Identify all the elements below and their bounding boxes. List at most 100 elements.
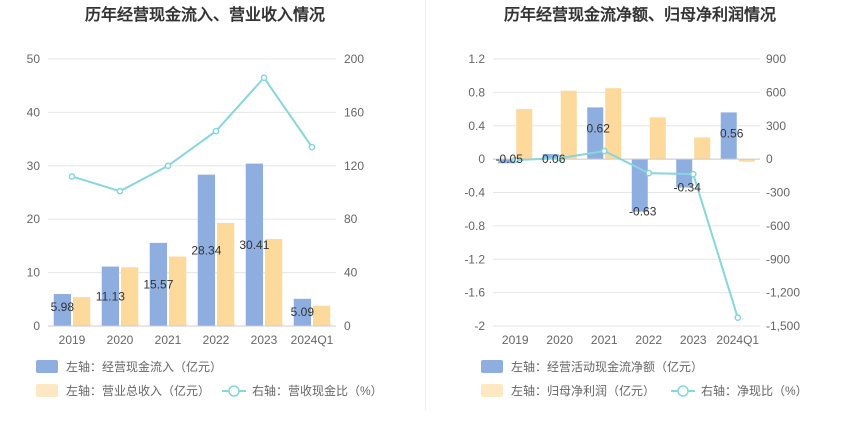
bar-data-label: -0.05 — [496, 152, 524, 166]
chart-2: 历年经营现金流净额、归母净利润情况 -2 -1.6 -1.2 -0.8 -0.4 0 0.4 0… — [464, 5, 807, 398]
bar-data-label: 11.13 — [96, 289, 125, 303]
bar-secondary — [605, 88, 622, 160]
left-axis-tick-label: 30 — [27, 159, 41, 173]
bar-secondary — [313, 305, 331, 326]
left-axis-tick-label: 0 — [478, 152, 485, 166]
legend-line-marker — [677, 385, 689, 397]
left-axis-tick-label: 10 — [27, 266, 41, 280]
chart-divider — [425, 0, 426, 410]
bar-primary — [542, 154, 559, 160]
x-axis-tick-label: 2024Q1 — [291, 333, 334, 347]
chart-title: 历年经营现金流净额、归母净利润情况 — [504, 5, 776, 24]
legend-swatch — [36, 384, 58, 397]
legend-swatch — [481, 384, 503, 397]
legend-swatch — [481, 360, 503, 373]
right-axis-tick-label: 900 — [766, 52, 786, 66]
legend-label: 右轴：净现比（%） — [701, 383, 808, 398]
left-axis-tick-label: -0.4 — [464, 186, 485, 200]
x-axis-tick-label: 2019 — [59, 333, 86, 347]
right-axis-tick-label: 120 — [344, 159, 364, 173]
ratio-point — [511, 156, 519, 164]
bar-primary — [101, 266, 119, 326]
bar-data-label: -0.34 — [674, 180, 702, 194]
left-axis-tick-label: 50 — [27, 52, 41, 66]
ratio-point — [212, 127, 220, 135]
left-axis-tick-label: 0.8 — [468, 85, 485, 99]
right-axis-tick-label: -600 — [766, 219, 790, 233]
bar-secondary — [738, 159, 755, 162]
legend-line-marker — [228, 385, 240, 397]
x-axis-tick-label: 2021 — [155, 333, 182, 347]
bar-data-label: 28.34 — [191, 243, 221, 257]
left-axis-tick-label: -2 — [474, 319, 485, 333]
right-axis-tick-label: 200 — [344, 52, 364, 66]
bar-primary — [587, 107, 604, 160]
bar-secondary — [121, 267, 139, 326]
left-axis-tick-label: 40 — [27, 105, 41, 119]
x-axis-tick-label: 2023 — [251, 333, 278, 347]
legend-label: 左轴：经营现金流入（亿元） — [66, 359, 222, 374]
bar-primary — [498, 159, 515, 164]
bar-secondary — [169, 256, 187, 326]
bar-secondary — [265, 238, 283, 326]
right-axis-tick-label: -300 — [766, 186, 790, 200]
right-axis-tick-label: 160 — [344, 105, 364, 119]
x-axis-tick-label: 2022 — [203, 333, 230, 347]
right-axis-tick-label: -1,200 — [766, 286, 800, 300]
ratio-point — [600, 147, 608, 155]
ratio-point — [68, 173, 76, 180]
right-axis-tick-label: 40 — [344, 266, 358, 280]
bar-primary — [149, 242, 167, 326]
right-axis-tick-label: 300 — [766, 119, 786, 133]
chart-1: 历年经营现金流入、营业收入情况 0 10 20 30 40 50 0 40 80 120 160 200… — [27, 5, 383, 398]
right-axis-tick-label: 600 — [766, 85, 786, 99]
ratio-point — [116, 187, 124, 195]
bar-secondary — [560, 90, 577, 160]
bar-data-label: -0.63 — [629, 205, 657, 219]
legend-label: 左轴：营业总收入（亿元） — [66, 383, 210, 398]
bar-secondary — [694, 137, 711, 160]
right-axis-tick-label: -1,500 — [766, 319, 800, 333]
left-axis-tick-label: 20 — [27, 212, 41, 226]
legend-swatch — [36, 360, 58, 373]
bar-data-label: 0.56 — [720, 126, 744, 140]
bar-data-label: 30.41 — [239, 238, 269, 252]
bar-data-label: 0.62 — [587, 121, 611, 135]
bar-data-label: 5.98 — [51, 300, 75, 314]
x-axis-tick-label: 2020 — [107, 333, 134, 347]
bar-primary — [245, 163, 263, 326]
bar-data-label: 0.06 — [542, 152, 566, 166]
ratio-point — [260, 74, 268, 82]
right-axis-tick-label: 80 — [344, 212, 358, 226]
left-axis-tick-label: -1.2 — [464, 252, 485, 266]
left-axis-tick-label: -0.8 — [464, 219, 485, 233]
x-axis-tick-label: 2024Q1 — [716, 333, 759, 347]
chart-title: 历年经营现金流入、营业收入情况 — [85, 5, 325, 24]
ratio-point — [734, 314, 742, 322]
bar-secondary — [217, 222, 235, 326]
ratio-point — [689, 170, 697, 178]
right-axis-tick-label: -900 — [766, 252, 790, 266]
x-axis-tick-label: 2021 — [591, 333, 618, 347]
left-axis-tick-label: 0 — [33, 319, 40, 333]
x-axis-tick-label: 2019 — [502, 333, 529, 347]
right-axis-tick-label: 0 — [766, 152, 773, 166]
x-axis-tick-label: 2023 — [680, 333, 707, 347]
left-axis-tick-label: 0.4 — [468, 119, 485, 133]
left-axis-tick-label: -1.6 — [464, 286, 485, 300]
bar-primary — [197, 174, 215, 326]
legend-label: 右轴：营收现金比（%） — [252, 383, 383, 398]
legend-label: 左轴：归母净利润（亿元） — [511, 383, 655, 398]
ratio-line — [71, 76, 313, 193]
bar-primary — [53, 294, 71, 326]
right-axis-tick-label: 0 — [344, 319, 351, 333]
legend-label: 左轴：经营活动现金流净额（亿元） — [511, 359, 703, 374]
bar-primary — [720, 112, 737, 160]
bar-secondary — [649, 117, 666, 160]
bar-secondary — [516, 109, 533, 160]
left-axis-tick-label: 1.2 — [468, 52, 485, 66]
bar-secondary — [73, 297, 91, 326]
bar-primary — [293, 298, 311, 326]
